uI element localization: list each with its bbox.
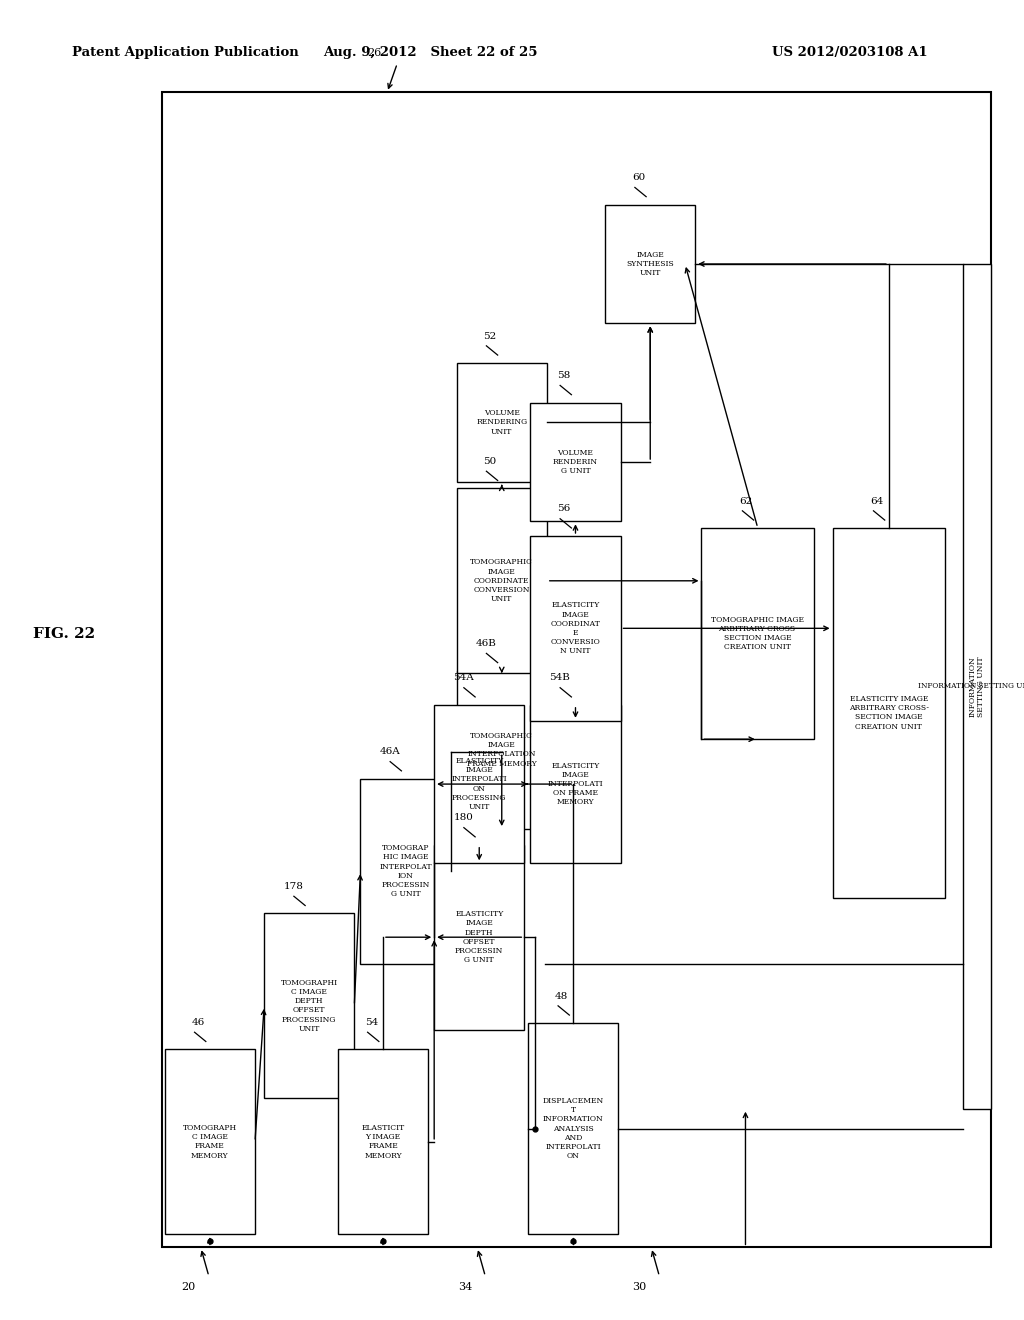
Text: TOMOGRAPHIC
IMAGE
INTERPOLATION
FRAME MEMORY: TOMOGRAPHIC IMAGE INTERPOLATION FRAME ME…	[467, 733, 537, 767]
Bar	[338, 1049, 428, 1234]
Text: TOMOGRAPHIC
IMAGE
COORDINATE
CONVERSION
UNIT: TOMOGRAPHIC IMAGE COORDINATE CONVERSION …	[470, 558, 534, 603]
Text: 62: 62	[739, 496, 753, 506]
Text: 52: 52	[483, 331, 497, 341]
Bar	[457, 488, 547, 673]
Bar	[605, 205, 695, 323]
Text: 46: 46	[191, 1018, 205, 1027]
Text: ELASTICITY
IMAGE
DEPTH
OFFSET
PROCESSIN
G UNIT: ELASTICITY IMAGE DEPTH OFFSET PROCESSIN …	[455, 911, 504, 964]
Bar	[530, 536, 621, 721]
Text: 34: 34	[458, 1282, 472, 1292]
Text: 20: 20	[181, 1282, 196, 1292]
Text: 54A: 54A	[454, 673, 474, 682]
Text: 180: 180	[455, 813, 474, 822]
Text: 30: 30	[632, 1282, 646, 1292]
Text: ELASTICITY IMAGE
ARBITRARY CROSS-
SECTION IMAGE
CREATION UNIT: ELASTICITY IMAGE ARBITRARY CROSS- SECTIO…	[849, 696, 929, 730]
Text: 54: 54	[365, 1018, 378, 1027]
Text: 46A: 46A	[380, 747, 400, 756]
Text: IMAGE
SYNTHESIS
UNIT: IMAGE SYNTHESIS UNIT	[627, 251, 674, 277]
Bar	[833, 528, 945, 898]
Text: INFORMATION SETTING UNIT: INFORMATION SETTING UNIT	[918, 682, 1024, 690]
Text: 50: 50	[483, 457, 497, 466]
Text: 48: 48	[555, 991, 568, 1001]
Bar	[530, 705, 621, 863]
Text: FIG. 22: FIG. 22	[34, 627, 95, 640]
Text: TOMOGRAPHI
C IMAGE
DEPTH
OFFSET
PROCESSING
UNIT: TOMOGRAPHI C IMAGE DEPTH OFFSET PROCESSI…	[281, 979, 338, 1032]
Text: ELASTICITY
IMAGE
COORDINAT
E
CONVERSIO
N UNIT: ELASTICITY IMAGE COORDINAT E CONVERSIO N…	[551, 602, 600, 655]
Bar	[264, 913, 354, 1098]
Text: TOMOGRAPH
C IMAGE
FRAME
MEMORY: TOMOGRAPH C IMAGE FRAME MEMORY	[183, 1125, 237, 1159]
Text: Aug. 9, 2012   Sheet 22 of 25: Aug. 9, 2012 Sheet 22 of 25	[323, 46, 538, 59]
Text: VOLUME
RENDERING
UNIT: VOLUME RENDERING UNIT	[476, 409, 527, 436]
Bar	[528, 1023, 618, 1234]
Bar	[530, 403, 621, 521]
Text: ELASTICITY
IMAGE
INTERPOLATI
ON
PROCESSING
UNIT: ELASTICITY IMAGE INTERPOLATI ON PROCESSI…	[452, 758, 507, 810]
Text: 54B: 54B	[550, 673, 570, 682]
Text: TOMOGRAP
HIC IMAGE
INTERPOLAT
ION
PROCESSIN
G UNIT: TOMOGRAP HIC IMAGE INTERPOLAT ION PROCES…	[379, 845, 432, 898]
Bar	[434, 705, 524, 863]
Text: TOMOGRAPHIC IMAGE
ARBITRARY CROSS-
SECTION IMAGE
CREATION UNIT: TOMOGRAPHIC IMAGE ARBITRARY CROSS- SECTI…	[712, 616, 804, 651]
Bar	[457, 671, 547, 829]
Text: ELASTICITY
IMAGE
INTERPOLATI
ON FRAME
MEMORY: ELASTICITY IMAGE INTERPOLATI ON FRAME ME…	[548, 762, 603, 807]
Bar	[457, 363, 547, 482]
Text: 58: 58	[557, 371, 570, 380]
Bar	[162, 92, 991, 1247]
Bar	[434, 845, 524, 1030]
Text: 46B: 46B	[476, 639, 497, 648]
Text: 26: 26	[368, 48, 382, 58]
Text: US 2012/0203108 A1: US 2012/0203108 A1	[772, 46, 928, 59]
Bar	[963, 264, 991, 1109]
Text: INFORMATION
SETTING UNIT: INFORMATION SETTING UNIT	[969, 656, 985, 717]
Text: Patent Application Publication: Patent Application Publication	[72, 46, 298, 59]
Text: 178: 178	[285, 882, 304, 891]
Bar	[360, 779, 451, 964]
Text: DISPLACEMEN
T
INFORMATION
ANALYSIS
AND
INTERPOLATI
ON: DISPLACEMEN T INFORMATION ANALYSIS AND I…	[543, 1097, 604, 1160]
Bar	[165, 1049, 255, 1234]
Text: 56: 56	[557, 504, 570, 513]
Text: ELASTICIT
Y IMAGE
FRAME
MEMORY: ELASTICIT Y IMAGE FRAME MEMORY	[361, 1125, 404, 1159]
Bar	[701, 528, 814, 739]
Text: VOLUME
RENDERIN
G UNIT: VOLUME RENDERIN G UNIT	[553, 449, 598, 475]
Text: 64: 64	[870, 496, 884, 506]
Text: 60: 60	[632, 173, 645, 182]
